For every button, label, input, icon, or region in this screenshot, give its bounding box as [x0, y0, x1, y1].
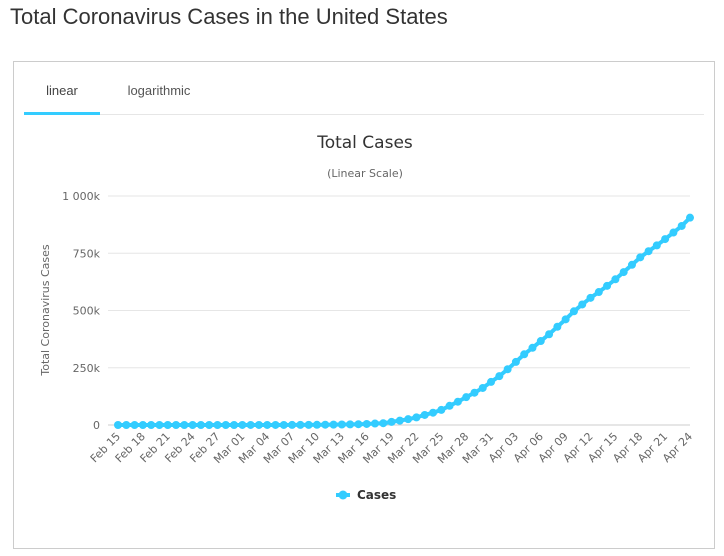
data-point[interactable] [329, 420, 338, 429]
chart-panel: linear logarithmic [13, 61, 715, 549]
data-point[interactable] [246, 420, 255, 429]
data-point[interactable] [188, 420, 197, 429]
data-point[interactable] [619, 268, 628, 277]
data-point[interactable] [155, 420, 164, 429]
data-point[interactable] [263, 420, 272, 429]
tab-logarithmic[interactable]: logarithmic [127, 83, 191, 98]
legend-marker [338, 490, 348, 500]
data-point[interactable] [603, 281, 612, 290]
data-point[interactable] [172, 420, 181, 429]
data-point[interactable] [462, 393, 471, 402]
y-tick-label: 1 000k [62, 190, 100, 203]
y-axis-label: Total Coronavirus Cases [39, 244, 52, 377]
data-point[interactable] [661, 235, 670, 244]
data-point[interactable] [478, 383, 487, 392]
data-point[interactable] [288, 420, 297, 429]
data-point[interactable] [387, 417, 396, 426]
data-point[interactable] [677, 221, 686, 230]
data-point[interactable] [304, 420, 313, 429]
data-point[interactable] [362, 419, 371, 428]
series-cases [114, 213, 694, 429]
data-point[interactable] [611, 275, 620, 284]
data-point[interactable] [420, 410, 429, 419]
data-point[interactable] [205, 420, 214, 429]
data-point[interactable] [429, 408, 438, 417]
data-point[interactable] [346, 420, 355, 429]
data-point[interactable] [594, 288, 603, 297]
legend[interactable]: Cases [336, 488, 396, 502]
data-point[interactable] [487, 377, 496, 386]
chart-title: Total Cases [316, 133, 413, 153]
data-point[interactable] [569, 307, 578, 316]
chart-subtitle: (Linear Scale) [327, 167, 403, 180]
tab-linear[interactable]: linear [24, 72, 100, 115]
y-tick-label: 0 [93, 419, 100, 432]
data-point[interactable] [213, 420, 222, 429]
data-point[interactable] [437, 405, 446, 414]
data-point[interactable] [321, 420, 330, 429]
data-point[interactable] [138, 420, 147, 429]
data-point[interactable] [163, 420, 172, 429]
data-point[interactable] [636, 253, 645, 262]
data-point[interactable] [230, 420, 239, 429]
grid-lines [108, 195, 690, 426]
data-point[interactable] [627, 260, 636, 269]
data-point[interactable] [312, 420, 321, 429]
data-point[interactable] [652, 241, 661, 250]
data-point[interactable] [445, 401, 454, 410]
page-title: Total Coronavirus Cases in the United St… [10, 4, 448, 29]
data-point[interactable] [271, 420, 280, 429]
y-tick-label: 750k [73, 247, 101, 260]
data-point[interactable] [114, 420, 122, 429]
data-point[interactable] [279, 420, 288, 429]
data-point[interactable] [470, 388, 479, 397]
data-point[interactable] [520, 350, 529, 359]
data-point[interactable] [296, 420, 305, 429]
data-point[interactable] [370, 419, 379, 428]
data-point[interactable] [180, 420, 189, 429]
data-point[interactable] [586, 293, 595, 302]
data-point[interactable] [337, 420, 346, 429]
data-point[interactable] [354, 420, 363, 429]
data-point[interactable] [536, 337, 545, 346]
y-tick-labels: 0 250k 500k 750k 1 000k [62, 190, 100, 432]
data-point[interactable] [412, 413, 421, 422]
data-point[interactable] [238, 420, 247, 429]
data-point[interactable] [379, 419, 388, 428]
y-tick-label: 250k [73, 362, 101, 375]
scale-tabs: linear logarithmic [24, 72, 704, 115]
data-point[interactable] [553, 322, 562, 331]
data-point[interactable] [545, 330, 554, 339]
data-point[interactable] [511, 357, 520, 366]
data-point[interactable] [503, 365, 512, 374]
data-point[interactable] [221, 420, 230, 429]
data-point[interactable] [147, 420, 156, 429]
data-point[interactable] [495, 372, 504, 381]
data-point[interactable] [254, 420, 263, 429]
legend-label[interactable]: Cases [357, 488, 396, 502]
data-point[interactable] [578, 300, 587, 309]
data-point[interactable] [686, 213, 694, 222]
data-point[interactable] [453, 397, 462, 406]
data-point[interactable] [669, 228, 678, 237]
data-point[interactable] [122, 420, 131, 429]
data-point[interactable] [561, 315, 570, 324]
data-point[interactable] [196, 420, 205, 429]
data-point[interactable] [404, 415, 413, 424]
data-point[interactable] [528, 343, 537, 352]
y-tick-label: 500k [73, 305, 101, 318]
series-line [116, 215, 692, 427]
data-point[interactable] [395, 416, 404, 425]
data-point[interactable] [644, 247, 653, 256]
data-point[interactable] [130, 420, 139, 429]
